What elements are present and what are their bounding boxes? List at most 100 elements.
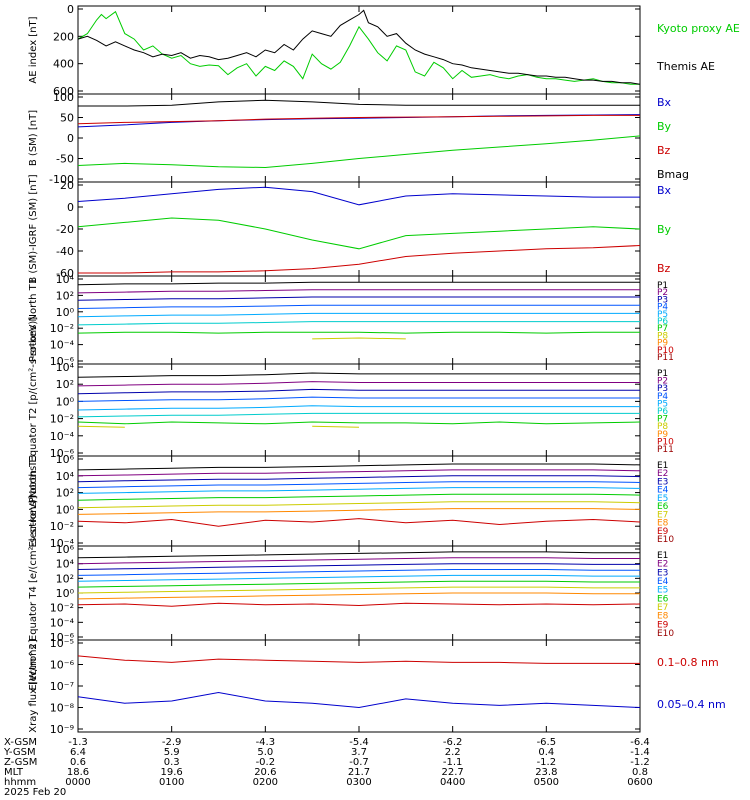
y-tick-label: 10⁻² [50, 520, 74, 533]
legend-entry: P10 [657, 346, 674, 356]
series-line [77, 469, 641, 477]
legend-entry: P1 [657, 281, 668, 291]
series-line [77, 602, 641, 607]
legend-entry: 0.1–0.8 nm [657, 656, 719, 669]
axis-value: -1.4 [630, 747, 650, 758]
series-line [77, 518, 641, 527]
series-line [78, 99, 640, 107]
legend-entry: E1 [657, 461, 668, 471]
legend-entry: P2 [657, 288, 668, 298]
axis-value: -5.4 [349, 737, 369, 748]
y-tick-label: -60 [56, 267, 74, 280]
y-tick-label: 10² [56, 487, 74, 500]
series-line [77, 569, 640, 576]
legend-entry: P7 [657, 324, 668, 334]
legend-entry: E6 [657, 594, 669, 604]
legend-entry: E10 [657, 535, 674, 545]
legend-entry: P5 [657, 310, 668, 320]
y-axis-label: Protons North T1 [28, 278, 39, 362]
series-line [77, 592, 640, 600]
series-line [77, 574, 640, 582]
series-line [77, 475, 641, 483]
series-line [77, 372, 640, 378]
legend-entry: P10 [657, 437, 674, 447]
legend-entry: P3 [657, 384, 668, 394]
axis-value: 5.0 [257, 747, 273, 758]
y-tick-label: 400 [53, 58, 74, 71]
y-tick-label: 100 [53, 91, 74, 104]
y-tick-label: 10⁻⁶ [50, 631, 75, 644]
legend-entry: P6 [657, 317, 668, 327]
y-tick-label: 0 [67, 132, 74, 145]
series-line [77, 463, 641, 471]
y-tick-label: 10⁴ [56, 470, 75, 483]
y-axis-label: AE index [nT] [28, 16, 39, 83]
y-tick-label: 10⁻⁴ [50, 339, 75, 352]
axis-value: 2.2 [445, 747, 461, 758]
y-tick-label: 50 [60, 112, 74, 125]
legend-entry: E3 [657, 568, 668, 578]
y-tick-label: -50 [56, 153, 74, 166]
panel-frame [77, 363, 641, 457]
legend-entry: E5 [657, 494, 668, 504]
legend-entry: By [657, 120, 672, 133]
series-line [77, 304, 640, 309]
y-axis-label: Protons Equator T2 [p/(cm²-s-sr-keV)] [28, 317, 39, 504]
panel-frame [77, 639, 641, 733]
axis-value: 23.8 [535, 767, 557, 778]
legend-entry: E9 [657, 527, 669, 537]
row-label: hhmm [4, 777, 36, 788]
panel-frame [77, 5, 641, 95]
axis-value: -1.2 [537, 757, 557, 768]
legend-entry: E10 [657, 629, 674, 639]
y-tick-label: 10² [56, 378, 74, 391]
axis-value: 0400 [440, 777, 465, 788]
series-line [78, 245, 641, 274]
axis-value: -0.7 [349, 757, 369, 768]
series-line [77, 580, 640, 588]
legend-entry: E1 [657, 551, 668, 561]
y-axis-label: Xray flux [W/m^2] [28, 639, 39, 733]
legend-entry: E5 [657, 586, 668, 596]
y-axis-label: B (SM) [nT] [28, 110, 39, 166]
legend-entry: Bz [657, 262, 671, 275]
y-tick-label: 10⁻⁶ [50, 355, 75, 368]
legend-entry: P9 [657, 339, 668, 349]
axis-value: 0.4 [538, 747, 554, 758]
y-tick-label: 10⁴ [56, 361, 75, 374]
legend-entry: P7 [657, 415, 668, 425]
y-tick-label: 20 [60, 179, 74, 192]
series-line [77, 501, 641, 509]
y-tick-label: 0 [67, 3, 74, 16]
legend-entry: Themis AE [656, 60, 715, 73]
y-tick-label: 10⁻⁴ [50, 616, 75, 629]
y-axis-label: B (SM)-IGRF (SM) [nT] [28, 174, 39, 283]
row-label: X-GSM [4, 737, 37, 748]
y-tick-label: 10⁶ [56, 543, 75, 556]
series-line [77, 9, 641, 85]
y-tick-label: 10⁻² [50, 322, 74, 335]
series-line [77, 481, 641, 489]
legend-entry: By [657, 223, 672, 236]
axis-value: -6.5 [537, 737, 557, 748]
axis-value: 0200 [253, 777, 278, 788]
axis-value: 0100 [159, 777, 184, 788]
legend-entry: E2 [657, 560, 668, 570]
axis-value: 0000 [65, 777, 90, 788]
y-tick-label: 10⁰ [56, 587, 75, 600]
y-axis-label: Electrons North T3 [28, 454, 39, 547]
axis-value: 22.7 [442, 767, 464, 778]
y-tick-label: -100 [49, 173, 74, 186]
y-tick-label: 10⁻⁷ [50, 680, 74, 693]
y-tick-label: 10² [56, 289, 74, 302]
series-line [77, 396, 640, 402]
axis-value: 19.6 [161, 767, 183, 778]
legend-entry: P8 [657, 422, 668, 432]
axis-value: 3.7 [351, 747, 367, 758]
series-line [77, 10, 640, 85]
series-line [77, 421, 641, 425]
y-tick-label: 10⁻² [50, 602, 74, 615]
legend-entry: Bz [657, 144, 671, 157]
y-tick-label: 10⁻⁸ [50, 702, 75, 715]
series-line [77, 321, 640, 326]
